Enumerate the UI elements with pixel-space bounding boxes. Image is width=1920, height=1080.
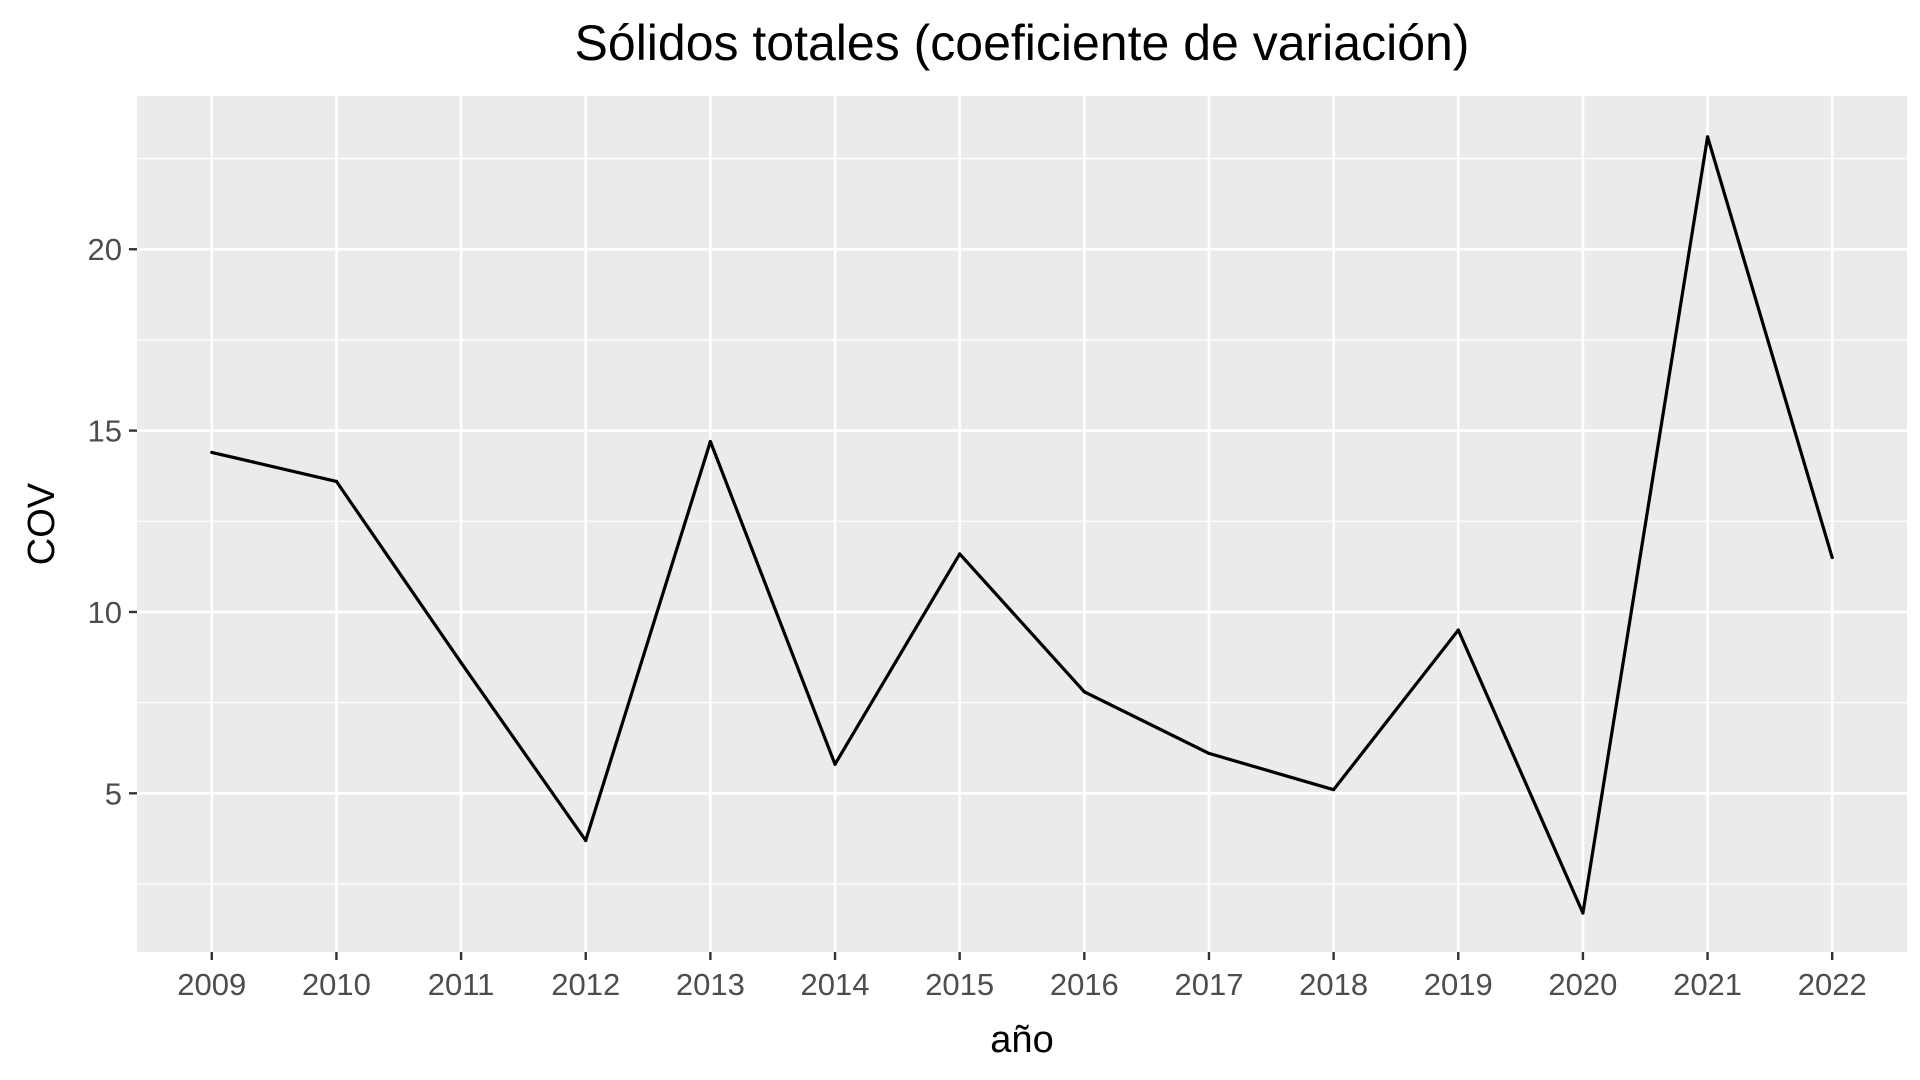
y-axis-tick-labels: 5 10 15 20 — [88, 232, 122, 811]
x-tick-label: 2009 — [177, 967, 246, 1002]
x-tick-label: 2014 — [801, 967, 870, 1002]
data-point — [210, 450, 214, 454]
y-tick-label: 5 — [105, 776, 122, 811]
major-gridlines — [137, 96, 1907, 952]
x-axis-ticks — [210, 952, 1834, 960]
y-tick-label: 10 — [88, 595, 122, 630]
x-tick-label: 2017 — [1174, 967, 1243, 1002]
x-tick-label: 2010 — [302, 967, 371, 1002]
series-line — [211, 135, 1834, 915]
x-tick-label: 2022 — [1798, 967, 1867, 1002]
data-point — [1581, 911, 1585, 915]
x-tick-label: 2021 — [1673, 967, 1742, 1002]
x-tick-label: 2011 — [428, 967, 495, 1002]
data-point — [833, 762, 837, 766]
x-tick-label: 2016 — [1050, 967, 1119, 1002]
data-point — [1082, 690, 1086, 694]
x-tick-label: 2015 — [925, 967, 994, 1002]
data-point — [1332, 788, 1336, 792]
y-tick-label: 20 — [88, 232, 122, 267]
data-point — [1830, 555, 1834, 560]
minor-gridlines — [137, 157, 1907, 885]
data-point — [1456, 628, 1460, 632]
data-point — [584, 838, 588, 843]
data-point — [1705, 135, 1710, 139]
x-tick-label: 2019 — [1424, 967, 1493, 1002]
x-axis-title: año — [990, 1019, 1053, 1061]
data-point — [958, 552, 962, 556]
x-tick-label: 2020 — [1548, 967, 1617, 1002]
x-tick-label: 2018 — [1299, 967, 1368, 1002]
y-tick-label: 15 — [88, 414, 122, 449]
chart-title: Sólidos totales (coeficiente de variació… — [575, 15, 1470, 71]
x-tick-label: 2013 — [676, 967, 745, 1002]
y-axis-ticks — [129, 248, 137, 795]
series-layer — [210, 135, 1834, 915]
y-axis-title: COV — [21, 482, 63, 565]
data-point — [334, 479, 339, 483]
data-point — [459, 661, 463, 665]
data-point — [708, 439, 712, 444]
x-tick-label: 2012 — [551, 967, 620, 1002]
plot-panel — [137, 96, 1907, 952]
data-point — [1207, 751, 1211, 756]
x-axis-tick-labels: 2009 2010 2011 2012 2013 2014 2015 2016 2017 2018… — [177, 967, 1866, 1002]
